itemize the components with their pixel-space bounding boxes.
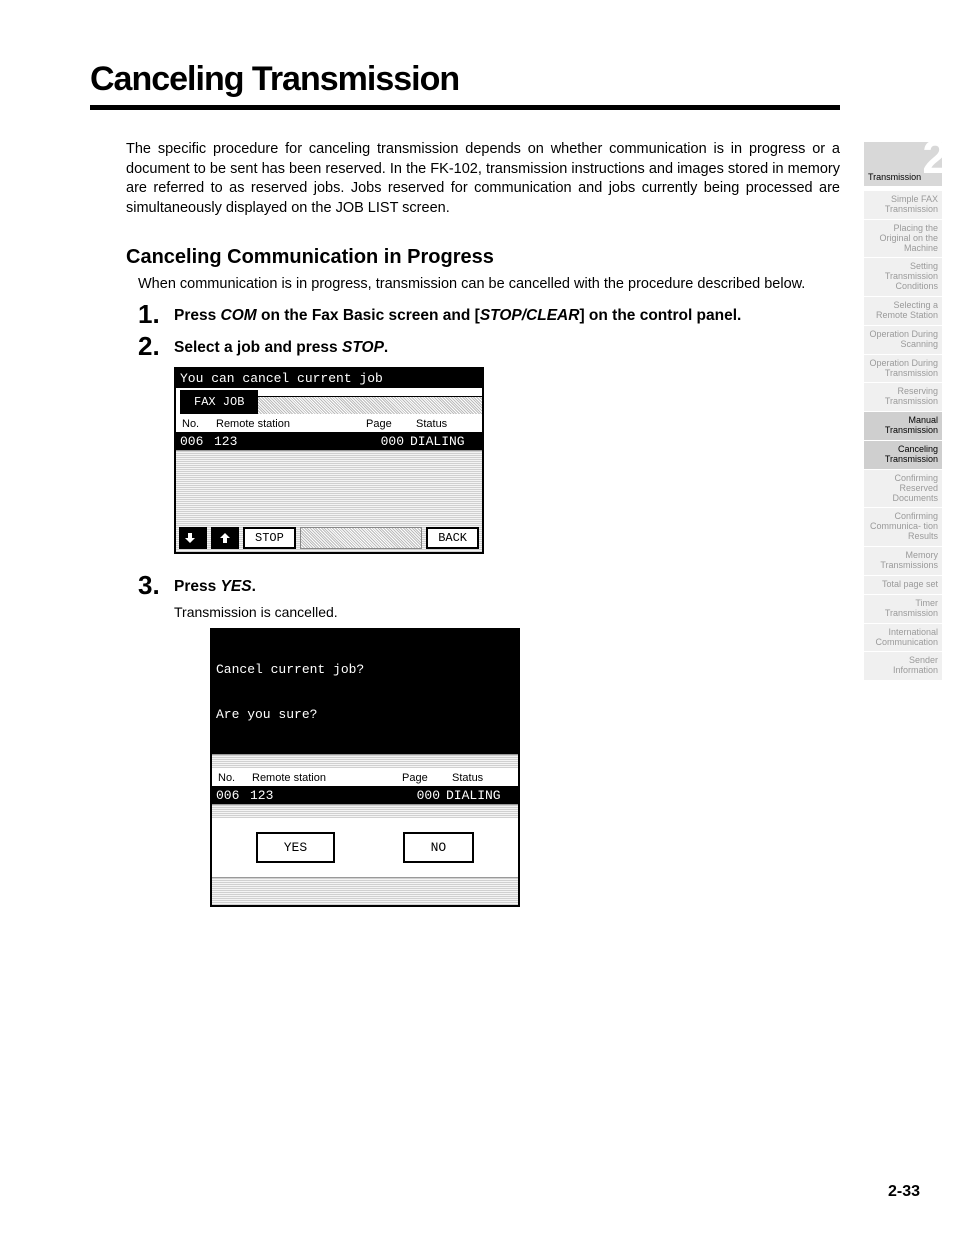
step-text: Press COM on the Fax Basic screen and [S…: [174, 301, 840, 327]
step-text: Press YES.: [174, 572, 840, 598]
lcd-spacer: [300, 527, 422, 549]
title-rule: [90, 105, 840, 110]
col-status: Status: [416, 418, 476, 430]
up-arrow-icon[interactable]: [211, 527, 239, 549]
cell-no: 006: [180, 434, 214, 449]
lcd-message: Cancel current job? Are you sure?: [212, 630, 518, 754]
em: YES: [221, 578, 252, 595]
step-2: 2. Select a job and press STOP.: [138, 333, 840, 359]
lcd-message: You can cancel current job: [176, 369, 482, 388]
lcd-msg-line2: Are you sure?: [216, 707, 514, 722]
em: STOP/CLEAR: [480, 307, 580, 324]
cell-status: DIALING: [440, 788, 514, 803]
lcd-tab-row: FAX JOB: [176, 388, 482, 414]
lcd-msg-line1: Cancel current job?: [216, 662, 514, 677]
sidebar-item[interactable]: Timer Transmission: [864, 594, 942, 623]
step-number: 1.: [138, 301, 174, 327]
txt: Press: [174, 307, 221, 324]
section-intro: When communication is in progress, trans…: [138, 275, 840, 295]
txt: Select a job and press: [174, 339, 342, 356]
txt: Press: [174, 578, 221, 595]
sidebar-item[interactable]: Sender Information: [864, 651, 942, 680]
lcd-columns: No. Remote station Page Status: [176, 414, 482, 433]
sidebar-item[interactable]: Confirming Communica- tion Results: [864, 507, 942, 546]
page-title: Canceling Transmission: [90, 60, 840, 99]
sidebar-nav: 2 Transmission Simple FAX TransmissionPl…: [864, 142, 942, 680]
cell-status: DIALING: [404, 434, 478, 449]
col-status: Status: [452, 772, 512, 784]
sidebar-item[interactable]: Operation During Scanning: [864, 325, 942, 354]
section-heading: Canceling Communication in Progress: [126, 246, 840, 269]
em: STOP: [342, 339, 384, 356]
txt: ] on the control panel.: [579, 307, 741, 324]
txt: on the Fax Basic screen and [: [257, 307, 480, 324]
col-remote: Remote station: [216, 418, 366, 430]
txt: .: [384, 339, 388, 356]
cell-remote: 123: [214, 434, 364, 449]
step-number: 3.: [138, 572, 174, 598]
sidebar-item[interactable]: Canceling Transmission: [864, 440, 942, 469]
chapter-label: Transmission: [868, 173, 921, 183]
chapter-number: 2: [922, 142, 942, 183]
sidebar-item[interactable]: Operation During Transmission: [864, 354, 942, 383]
col-no: No.: [218, 772, 252, 784]
lcd-screen-2: Cancel current job? Are you sure? No. Re…: [210, 628, 520, 907]
cell-page: 000: [400, 788, 440, 803]
step-number: 2.: [138, 333, 174, 359]
lcd-hatch: [212, 804, 518, 818]
lcd-columns: No. Remote station Page Status: [212, 768, 518, 787]
yes-button[interactable]: YES: [256, 832, 335, 863]
lcd-screen-1: You can cancel current job FAX JOB No. R…: [174, 367, 484, 554]
col-page: Page: [402, 772, 452, 784]
sidebar-item[interactable]: Setting Transmission Conditions: [864, 257, 942, 296]
lcd-tab-fill: [258, 396, 482, 414]
sidebar-item[interactable]: Total page set: [864, 575, 942, 594]
step-text: Select a job and press STOP.: [174, 333, 840, 359]
sidebar-item[interactable]: Memory Transmissions: [864, 546, 942, 575]
intro-paragraph: The specific procedure for canceling tra…: [126, 140, 840, 218]
step-note: Transmission is cancelled.: [174, 604, 840, 620]
page-number: 2-33: [888, 1183, 920, 1201]
col-remote: Remote station: [252, 772, 402, 784]
lcd-job-row[interactable]: 006 123 000 DIALING: [176, 433, 482, 450]
cell-page: 000: [364, 434, 404, 449]
col-page: Page: [366, 418, 416, 430]
col-no: No.: [182, 418, 216, 430]
step-1: 1. Press COM on the Fax Basic screen and…: [138, 301, 840, 327]
sidebar-item[interactable]: Selecting a Remote Station: [864, 296, 942, 325]
lcd-empty-area: [176, 450, 482, 524]
sidebar-item[interactable]: Confirming Reserved Documents: [864, 469, 942, 508]
lcd-button-row: STOP BACK: [176, 524, 482, 552]
sidebar-item[interactable]: Placing the Original on the Machine: [864, 219, 942, 258]
sidebar-item[interactable]: Reserving Transmission: [864, 382, 942, 411]
em: COM: [221, 307, 257, 324]
lcd-hatch: [212, 877, 518, 905]
txt: .: [252, 578, 256, 595]
cell-remote: 123: [250, 788, 400, 803]
lcd-hatch: [212, 754, 518, 768]
lcd-yes-no-row: YES NO: [212, 818, 518, 877]
step-3: 3. Press YES.: [138, 572, 840, 598]
sidebar-item[interactable]: Simple FAX Transmission: [864, 190, 942, 219]
back-button[interactable]: BACK: [426, 527, 479, 549]
sidebar-item[interactable]: International Communication: [864, 623, 942, 652]
stop-button[interactable]: STOP: [243, 527, 296, 549]
no-button[interactable]: NO: [403, 832, 475, 863]
cell-no: 006: [216, 788, 250, 803]
lcd-job-row: 006 123 000 DIALING: [212, 787, 518, 804]
sidebar-item[interactable]: Manual Transmission: [864, 411, 942, 440]
chapter-tab[interactable]: 2 Transmission: [864, 142, 942, 186]
lcd-tab[interactable]: FAX JOB: [180, 390, 258, 414]
down-arrow-icon[interactable]: [179, 527, 207, 549]
